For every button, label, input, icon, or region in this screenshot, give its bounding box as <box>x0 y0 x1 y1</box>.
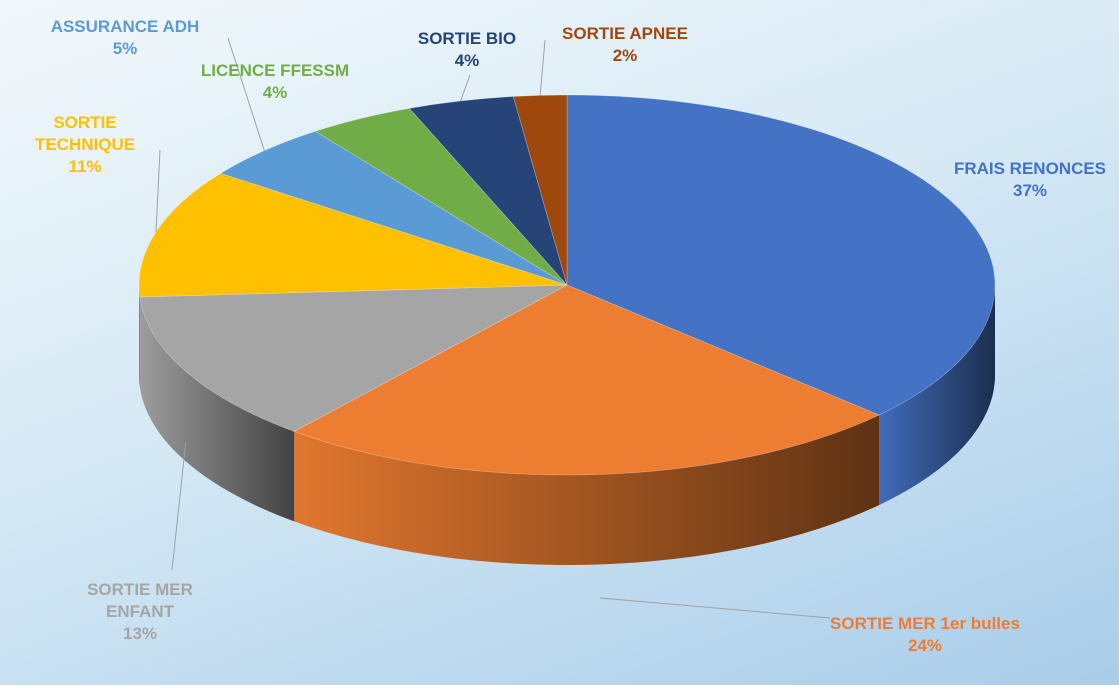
value-label: 37% <box>1012 181 1048 200</box>
value-label: 5% <box>112 39 138 58</box>
data-label: SORTIE TECHNIQUE 11% <box>30 112 140 178</box>
slice <box>566 94 996 416</box>
leader-line <box>171 443 187 571</box>
slice <box>139 284 568 432</box>
category-label: LICENCE FFESSM <box>200 61 350 80</box>
leader-line <box>227 37 265 151</box>
slice <box>314 107 568 286</box>
data-label: SORTIE MER 1er bulles 24% <box>825 613 1025 657</box>
value-label: 2% <box>612 46 638 65</box>
leader-line <box>599 597 831 619</box>
slice <box>408 96 568 286</box>
data-label: LICENCE FFESSM 4% <box>165 60 385 104</box>
category-label: SORTIE APNEE <box>562 24 688 43</box>
leader-line <box>539 39 546 96</box>
slice-side-shade <box>294 415 879 566</box>
category-label: FRAIS RENONCES <box>953 159 1107 178</box>
value-label: 11% <box>68 157 102 176</box>
category-label: SORTIE BIO <box>417 29 517 48</box>
value-label: 13% <box>122 624 158 643</box>
leader-line <box>460 74 471 102</box>
category-label: SORTIE MER ENFANT <box>87 580 193 621</box>
data-label: ASSURANCE ADH 5% <box>15 16 235 60</box>
value-label: 4% <box>262 83 288 102</box>
data-label: SORTIE APNEE 2% <box>525 23 725 67</box>
data-label: FRAIS RENONCES 37% <box>920 158 1119 202</box>
category-label: ASSURANCE ADH <box>50 17 200 36</box>
slice <box>293 284 880 476</box>
category-label: SORTIE MER 1er bulles <box>830 614 1020 633</box>
leader-line <box>155 149 161 233</box>
data-label: SORTIE MER ENFANT 13% <box>80 579 200 645</box>
slice-side-shade <box>139 285 140 387</box>
slice <box>512 94 568 286</box>
value-label: 24% <box>907 636 943 655</box>
slice-side-shade <box>878 285 995 506</box>
data-label: SORTIE BIO 4% <box>367 28 567 72</box>
slice-side-shade <box>139 296 295 522</box>
value-label: 4% <box>454 51 480 70</box>
category-label: SORTIE TECHNIQUE <box>34 113 136 154</box>
slice <box>219 130 568 286</box>
